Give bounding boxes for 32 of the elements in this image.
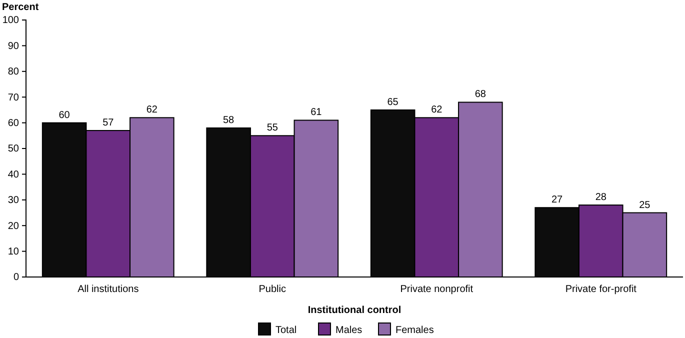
data-label: 61 [310,107,322,118]
legend-label: Total [276,325,297,336]
y-tick-label: 30 [8,195,20,206]
y-tick-label: 90 [8,40,20,52]
data-label: 25 [639,200,651,211]
y-tick-label: 80 [8,66,20,78]
y-tick-label: 50 [8,144,20,155]
x-axis-title: Institutional control [308,305,402,316]
y-tick-label: 100 [2,15,20,26]
legend-label: Males [336,325,362,336]
x-tick-label: Private nonprofit [400,284,474,296]
data-label: 57 [102,118,114,129]
x-tick-label: Public [258,284,286,296]
data-label: 27 [552,194,564,206]
data-label: 28 [595,192,607,204]
y-tick-label: 70 [8,92,20,104]
y-tick-label: 40 [8,169,20,180]
legend-label: Females [396,325,434,336]
x-tick-label: Private for-profit [565,284,637,296]
data-label: 55 [266,122,278,134]
data-label: 58 [223,114,235,126]
data-label: 65 [387,96,399,108]
y-tick-label: 20 [8,220,20,232]
data-label: 68 [474,89,486,100]
data-label: 62 [146,104,158,116]
y-tick-label: 0 [13,272,20,284]
y-tick-label: 60 [8,118,20,129]
y-tick-label: 10 [8,246,20,258]
x-tick-label: All institutions [78,284,139,296]
data-label: 60 [58,110,70,121]
data-label: 62 [431,104,443,116]
y-axis-title: Percent [2,2,40,13]
